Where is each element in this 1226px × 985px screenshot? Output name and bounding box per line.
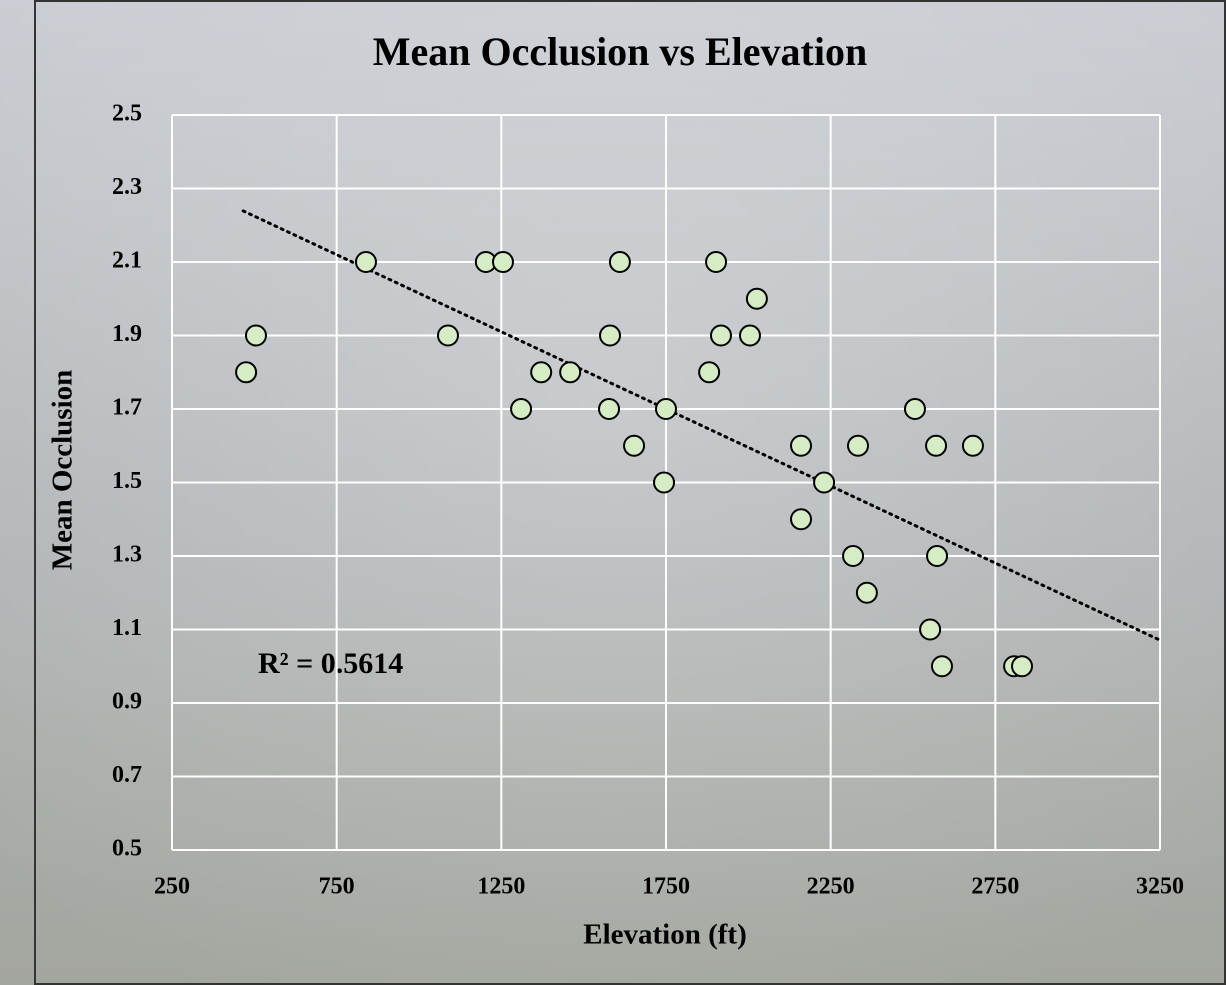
data-point xyxy=(246,326,266,346)
y-tick-label: 1.9 xyxy=(112,321,142,347)
chart-title: Mean Occlusion vs Elevation xyxy=(373,29,867,74)
data-point xyxy=(656,399,676,419)
y-tick-label: 0.9 xyxy=(112,689,142,715)
data-point xyxy=(791,509,811,529)
data-point xyxy=(706,252,726,272)
x-axis-label: Elevation (ft) xyxy=(583,919,747,951)
data-point xyxy=(814,473,834,493)
x-tick-label: 1750 xyxy=(642,874,690,900)
y-tick-label: 1.7 xyxy=(112,395,142,421)
data-point xyxy=(963,436,983,456)
data-point xyxy=(791,436,811,456)
y-tick-label: 1.3 xyxy=(112,542,142,568)
data-point xyxy=(848,436,868,456)
y-tick-label: 2.5 xyxy=(112,101,142,127)
x-tick-label: 2250 xyxy=(807,874,855,900)
data-point xyxy=(857,583,877,603)
x-tick-label: 750 xyxy=(319,874,355,900)
chart: Mean Occlusion vs Elevation Elevation (f… xyxy=(0,0,1226,985)
r-squared-annotation: R² = 0.5614 xyxy=(258,647,403,680)
data-point xyxy=(1012,656,1032,676)
data-point xyxy=(560,362,580,382)
data-point xyxy=(747,289,767,309)
x-tick-label: 250 xyxy=(154,874,190,900)
y-tick-label: 2.3 xyxy=(112,174,142,200)
data-point xyxy=(654,473,674,493)
data-point xyxy=(927,546,947,566)
data-point xyxy=(905,399,925,419)
data-point xyxy=(740,326,760,346)
data-point xyxy=(932,656,952,676)
y-tick-label: 1.5 xyxy=(112,468,142,494)
data-point xyxy=(711,326,731,346)
y-tick-label: 0.7 xyxy=(112,762,142,788)
data-point xyxy=(600,326,620,346)
data-point xyxy=(920,620,940,640)
background-fog xyxy=(0,0,1226,985)
data-point xyxy=(236,362,256,382)
data-point xyxy=(843,546,863,566)
page: {"chart_data": { "type": "scatter", "tit… xyxy=(0,0,1226,985)
data-point xyxy=(624,436,644,456)
data-point xyxy=(493,252,513,272)
x-tick-label: 1250 xyxy=(477,874,525,900)
data-point xyxy=(531,362,551,382)
y-tick-label: 1.1 xyxy=(112,615,142,641)
data-point xyxy=(699,362,719,382)
y-axis-label: Mean Occlusion xyxy=(47,370,79,571)
y-tick-label: 2.1 xyxy=(112,248,142,274)
x-tick-label: 2750 xyxy=(971,874,1019,900)
data-point xyxy=(599,399,619,419)
x-tick-label: 3250 xyxy=(1136,874,1184,900)
data-point xyxy=(438,326,458,346)
y-tick-label: 0.5 xyxy=(112,836,142,862)
data-point xyxy=(610,252,630,272)
data-point xyxy=(926,436,946,456)
data-point xyxy=(511,399,531,419)
data-point xyxy=(356,252,376,272)
